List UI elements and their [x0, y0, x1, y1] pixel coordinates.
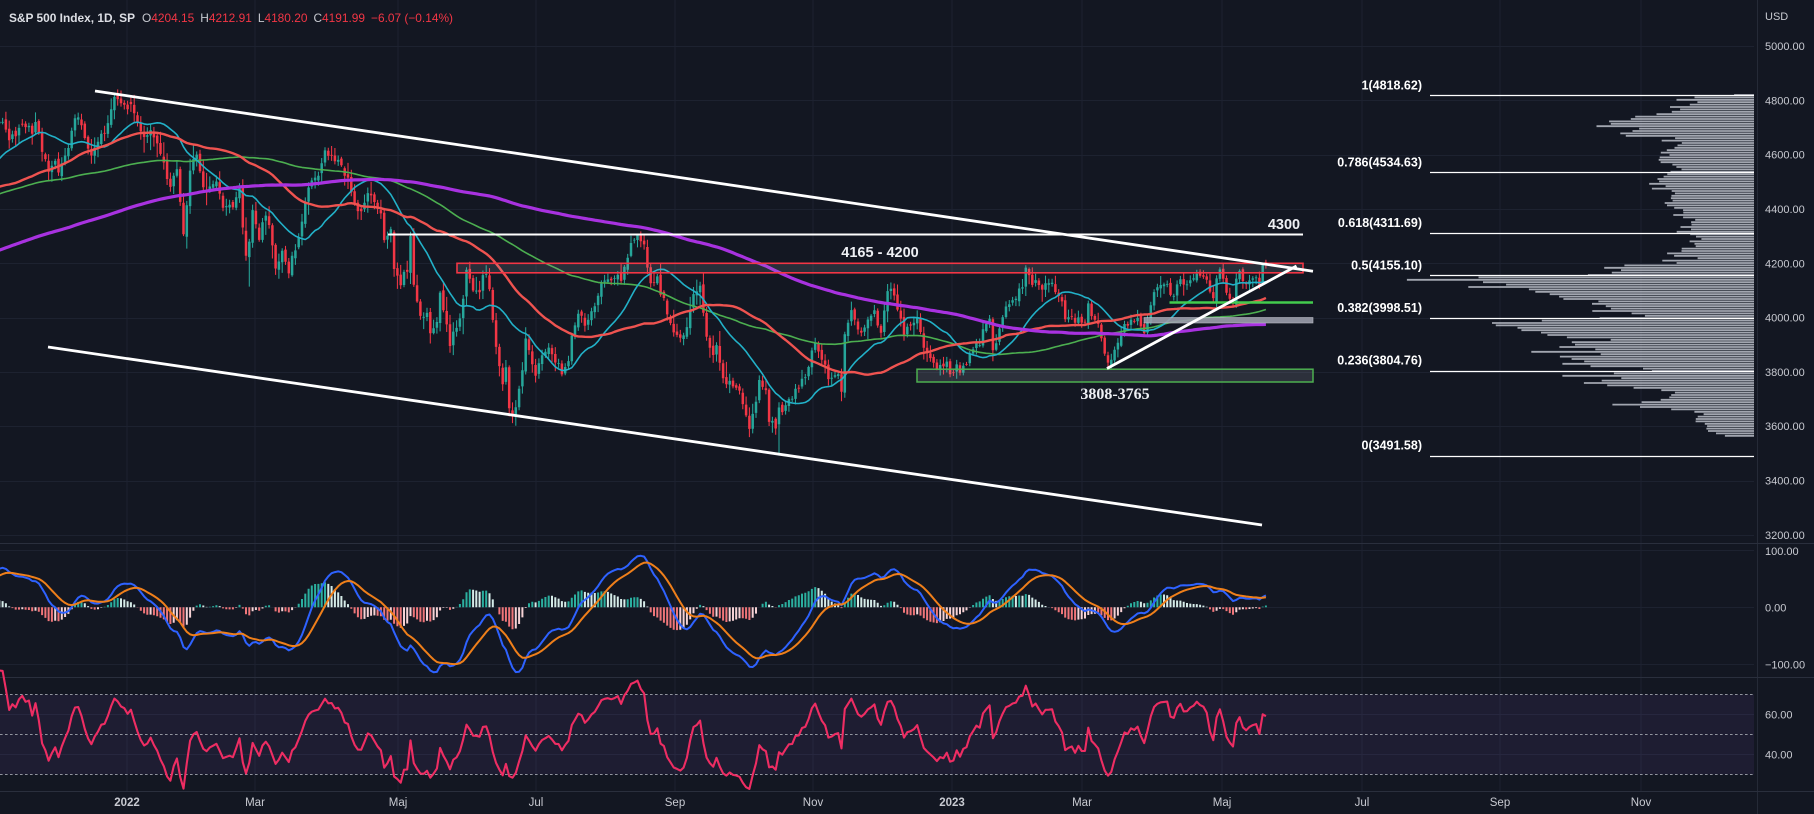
svg-text:Mar: Mar: [1072, 797, 1092, 809]
svg-text:40.00: 40.00: [1765, 750, 1793, 762]
svg-text:Maj: Maj: [1213, 797, 1232, 809]
svg-text:Jul: Jul: [529, 797, 544, 809]
svg-text:3600.00: 3600.00: [1765, 421, 1805, 433]
svg-text:0.236(3804.76): 0.236(3804.76): [1337, 354, 1422, 368]
svg-text:0(3491.58): 0(3491.58): [1362, 439, 1422, 453]
svg-text:Nov: Nov: [1631, 797, 1652, 809]
svg-text:0.618(4311.69): 0.618(4311.69): [1338, 216, 1422, 230]
svg-text:Mar: Mar: [245, 797, 265, 809]
svg-text:Sep: Sep: [665, 797, 685, 809]
svg-text:3808-3765: 3808-3765: [1080, 386, 1149, 403]
svg-text:3800.00: 3800.00: [1765, 367, 1805, 379]
svg-text:100.00: 100.00: [1765, 546, 1799, 558]
svg-text:60.00: 60.00: [1765, 710, 1793, 722]
svg-text:4800.00: 4800.00: [1765, 95, 1805, 107]
svg-text:4165 - 4200: 4165 - 4200: [841, 245, 918, 261]
svg-text:2023: 2023: [939, 797, 965, 809]
svg-text:Nov: Nov: [803, 797, 824, 809]
svg-text:Jul: Jul: [1355, 797, 1370, 809]
svg-text:USD: USD: [1765, 11, 1788, 23]
svg-text:4000.00: 4000.00: [1765, 313, 1805, 325]
svg-text:4600.00: 4600.00: [1765, 150, 1805, 162]
svg-text:4200.00: 4200.00: [1765, 258, 1805, 270]
svg-text:5000.00: 5000.00: [1765, 41, 1805, 53]
svg-text:3400.00: 3400.00: [1765, 476, 1805, 488]
svg-text:−100.00: −100.00: [1765, 660, 1805, 672]
svg-text:0.786(4534.63): 0.786(4534.63): [1337, 155, 1422, 169]
svg-text:4300: 4300: [1268, 217, 1300, 233]
svg-text:2022: 2022: [114, 797, 140, 809]
svg-text:4400.00: 4400.00: [1765, 204, 1805, 216]
svg-text:0.5(4155.10): 0.5(4155.10): [1351, 258, 1422, 272]
svg-text:3200.00: 3200.00: [1765, 530, 1805, 542]
svg-text:0.00: 0.00: [1765, 602, 1786, 614]
svg-text:0.382(3998.51): 0.382(3998.51): [1337, 301, 1422, 315]
svg-text:Sep: Sep: [1490, 797, 1510, 809]
svg-text:1(4818.62): 1(4818.62): [1362, 78, 1422, 92]
svg-text:Maj: Maj: [389, 797, 408, 809]
